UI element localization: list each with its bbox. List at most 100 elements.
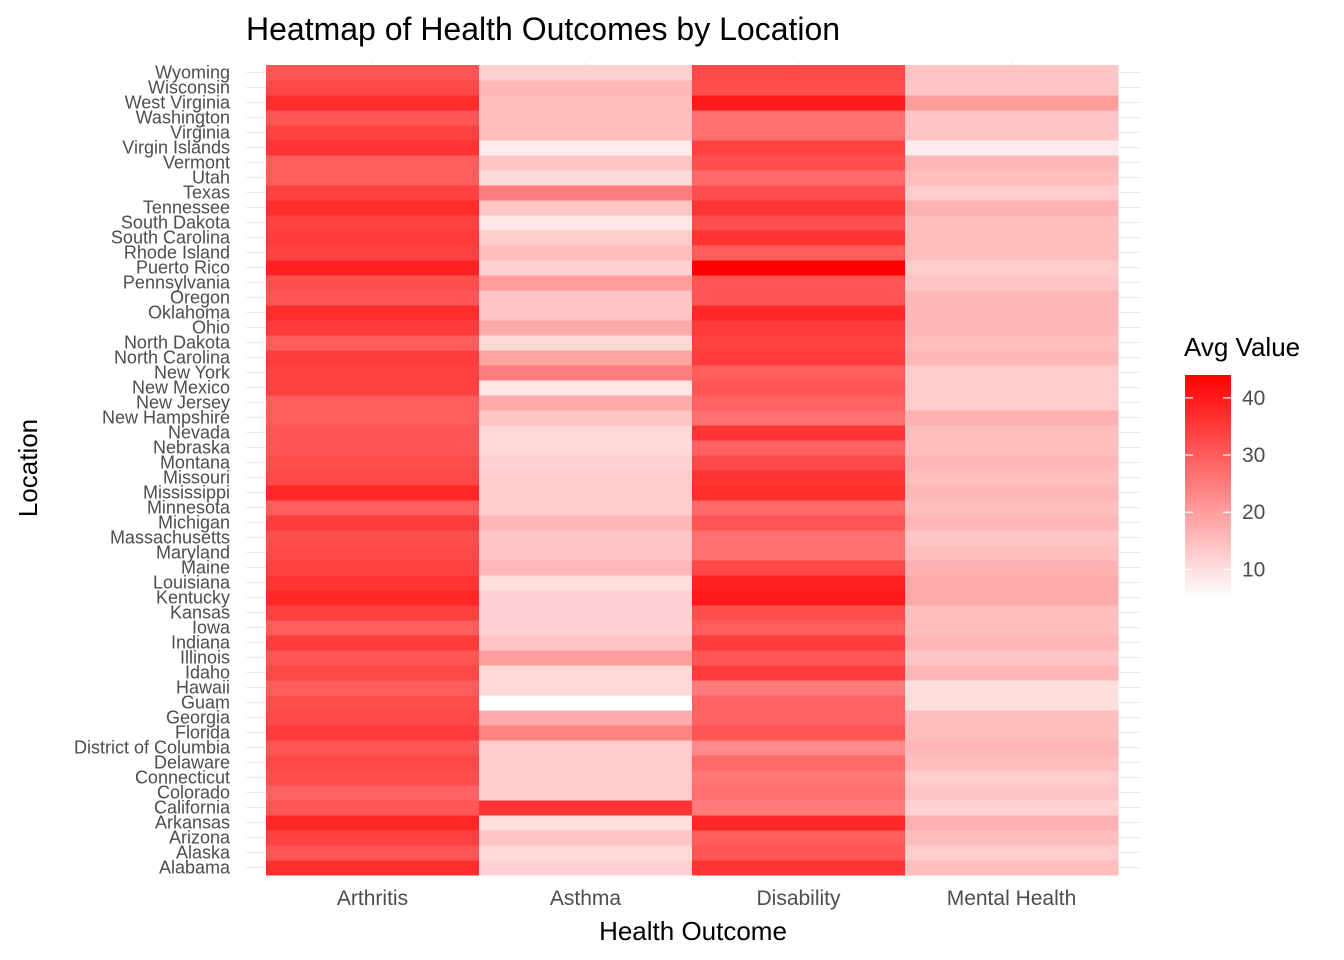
heatmap-cells <box>266 65 1119 876</box>
heatmap-cell-illinois-asthma <box>479 650 693 666</box>
heatmap-cell-georgia-disability <box>692 710 906 726</box>
heatmap-cell-new-hampshire-mental-health <box>905 410 1119 426</box>
y-tick-label: Virgin Islands <box>122 138 230 158</box>
heatmap-cell-maryland-disability <box>692 545 906 561</box>
y-tick-label: District of Columbia <box>74 738 231 758</box>
heatmap-cell-kentucky-disability <box>692 590 906 606</box>
heatmap-cell-massachusetts-asthma <box>479 530 693 546</box>
y-tick-label: Kansas <box>170 603 230 623</box>
heatmap-cell-washington-asthma <box>479 110 693 126</box>
heatmap-cell-puerto-rico-asthma <box>479 260 693 276</box>
heatmap-cell-pennsylvania-arthritis <box>266 275 480 291</box>
heatmap-cell-utah-arthritis <box>266 170 480 186</box>
heatmap-cell-north-dakota-disability <box>692 335 906 351</box>
heatmap-cell-california-asthma <box>479 800 693 816</box>
heatmap-cell-nebraska-arthritis <box>266 440 480 456</box>
heatmap-cell-kansas-asthma <box>479 605 693 621</box>
heatmap-cell-new-mexico-arthritis <box>266 380 480 396</box>
heatmap-cell-nevada-asthma <box>479 425 693 441</box>
heatmap-cell-west-virginia-arthritis <box>266 95 480 111</box>
y-tick-label: Oregon <box>170 288 230 308</box>
heatmap-cell-alabama-mental-health <box>905 860 1119 876</box>
heatmap-cell-south-dakota-arthritis <box>266 215 480 231</box>
y-tick-label: Utah <box>192 168 230 188</box>
heatmap-cell-vermont-arthritis <box>266 155 480 171</box>
heatmap-cell-hawaii-arthritis <box>266 680 480 696</box>
heatmap-cell-louisiana-disability <box>692 575 906 591</box>
heatmap-cell-oregon-arthritis <box>266 290 480 306</box>
y-tick-label: Nevada <box>168 423 231 443</box>
heatmap-cell-missouri-arthritis <box>266 470 480 486</box>
y-tick-label: West Virginia <box>125 93 231 113</box>
heatmap-cell-wyoming-asthma <box>479 65 693 81</box>
heatmap-cell-tennessee-asthma <box>479 200 693 216</box>
heatmap-cell-virgin-islands-asthma <box>479 140 693 156</box>
y-tick-label: Indiana <box>171 633 231 653</box>
y-tick-label: Georgia <box>166 708 231 728</box>
heatmap-cell-north-carolina-arthritis <box>266 350 480 366</box>
y-tick-label: Massachusetts <box>110 528 230 548</box>
y-tick-label: Guam <box>181 693 230 713</box>
y-tick-label: Minnesota <box>147 498 231 518</box>
heatmap-cell-idaho-asthma <box>479 665 693 681</box>
heatmap-cell-indiana-disability <box>692 635 906 651</box>
y-tick-label: Hawaii <box>176 678 230 698</box>
heatmap-cell-north-carolina-disability <box>692 350 906 366</box>
heatmap-cell-idaho-disability <box>692 665 906 681</box>
heatmap-cell-arkansas-mental-health <box>905 815 1119 831</box>
heatmap-cell-new-york-arthritis <box>266 365 480 381</box>
heatmap-cell-south-carolina-arthritis <box>266 230 480 246</box>
heatmap-cell-arizona-disability <box>692 830 906 846</box>
heatmap-cell-kansas-mental-health <box>905 605 1119 621</box>
heatmap-cell-maine-asthma <box>479 560 693 576</box>
heatmap-cell-florida-disability <box>692 725 906 741</box>
y-tick-label: Iowa <box>192 618 231 638</box>
y-tick-label: Vermont <box>163 153 230 173</box>
heatmap-cell-texas-arthritis <box>266 185 480 201</box>
heatmap-cell-alaska-asthma <box>479 845 693 861</box>
heatmap-cell-wyoming-disability <box>692 65 906 81</box>
heatmap-cell-texas-mental-health <box>905 185 1119 201</box>
heatmap-cell-mississippi-disability <box>692 485 906 501</box>
heatmap-cell-iowa-arthritis <box>266 620 480 636</box>
heatmap-cell-minnesota-arthritis <box>266 500 480 516</box>
heatmap-cell-new-mexico-mental-health <box>905 380 1119 396</box>
y-tick-label: Pennsylvania <box>123 273 231 293</box>
legend-tick-label: 40 <box>1242 387 1265 410</box>
y-tick-label: Texas <box>183 183 230 203</box>
y-tick-label: Illinois <box>180 648 230 668</box>
heatmap-cell-colorado-disability <box>692 785 906 801</box>
y-tick-label: Oklahoma <box>148 303 231 323</box>
heatmap-cell-colorado-asthma <box>479 785 693 801</box>
heatmap-cell-hawaii-disability <box>692 680 906 696</box>
y-tick-label: Michigan <box>158 513 230 533</box>
heatmap-cell-oklahoma-arthritis <box>266 305 480 321</box>
legend-colorbar <box>1185 375 1231 598</box>
heatmap-cell-oregon-mental-health <box>905 290 1119 306</box>
heatmap-cell-nebraska-asthma <box>479 440 693 456</box>
y-tick-label: Nebraska <box>153 438 231 458</box>
heatmap-cell-michigan-mental-health <box>905 515 1119 531</box>
heatmap-cell-south-carolina-asthma <box>479 230 693 246</box>
heatmap-cell-kentucky-mental-health <box>905 590 1119 606</box>
heatmap-cell-alabama-disability <box>692 860 906 876</box>
heatmap-cell-utah-mental-health <box>905 170 1119 186</box>
heatmap-cell-district-of-columbia-arthritis <box>266 740 480 756</box>
heatmap-cell-michigan-asthma <box>479 515 693 531</box>
heatmap-cell-district-of-columbia-disability <box>692 740 906 756</box>
heatmap-cell-rhode-island-arthritis <box>266 245 480 261</box>
heatmap-cell-maine-disability <box>692 560 906 576</box>
heatmap-cell-massachusetts-mental-health <box>905 530 1119 546</box>
heatmap-cell-oklahoma-disability <box>692 305 906 321</box>
heatmap-cell-new-jersey-mental-health <box>905 395 1119 411</box>
heatmap-cell-oregon-asthma <box>479 290 693 306</box>
heatmap-cell-arkansas-disability <box>692 815 906 831</box>
heatmap-cell-vermont-asthma <box>479 155 693 171</box>
heatmap-cell-utah-disability <box>692 170 906 186</box>
heatmap-cell-alaska-arthritis <box>266 845 480 861</box>
heatmap-cell-arizona-asthma <box>479 830 693 846</box>
heatmap-cell-minnesota-asthma <box>479 500 693 516</box>
heatmap-cell-kentucky-arthritis <box>266 590 480 606</box>
heatmap-cell-colorado-mental-health <box>905 785 1119 801</box>
